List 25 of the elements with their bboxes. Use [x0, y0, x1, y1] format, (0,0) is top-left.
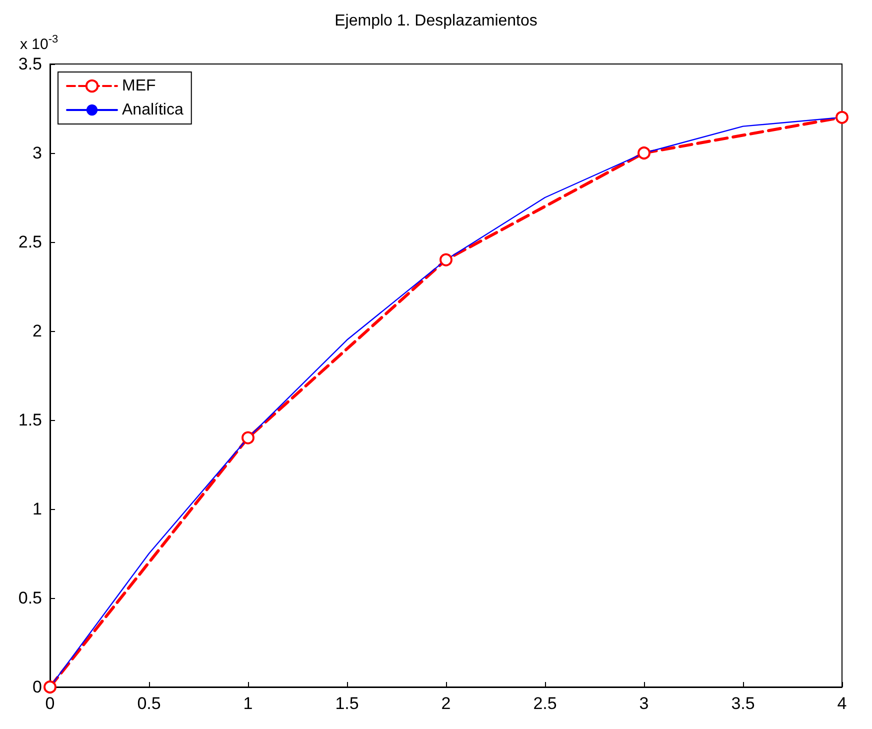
y-tick-label: 1: [32, 500, 42, 518]
x-tick-label: 1.5: [335, 694, 359, 713]
y-tick-label: 3.5: [18, 54, 42, 74]
x-tick-label: 4: [837, 694, 847, 713]
legend-label: MEF: [122, 78, 156, 94]
point: [242, 431, 254, 444]
y-tick-label: 2: [32, 322, 42, 340]
y-tick-label: 1.5: [18, 410, 42, 430]
point: [44, 680, 56, 694]
chart-title: Ejemplo 1. Desplazamientos: [334, 12, 538, 30]
x-tick-label: 3: [639, 694, 649, 713]
point: [836, 110, 848, 124]
legend-label: Analítica: [122, 102, 184, 118]
y-tick-label: 0.5: [18, 588, 42, 608]
x-tick-label: 0: [45, 694, 55, 713]
y-tick-label: 2.5: [18, 232, 42, 252]
x-tick-label: 2.5: [533, 694, 557, 713]
x-tick-label: 0.5: [137, 694, 161, 713]
x-tick-label: 2: [441, 694, 451, 713]
y-tick-label: 3: [32, 144, 42, 162]
y-tick-label: 0: [32, 678, 42, 696]
x-tick-label: 3.5: [731, 694, 755, 713]
point: [638, 146, 650, 160]
point: [440, 253, 452, 266]
x-tick-label: 1: [243, 694, 253, 713]
